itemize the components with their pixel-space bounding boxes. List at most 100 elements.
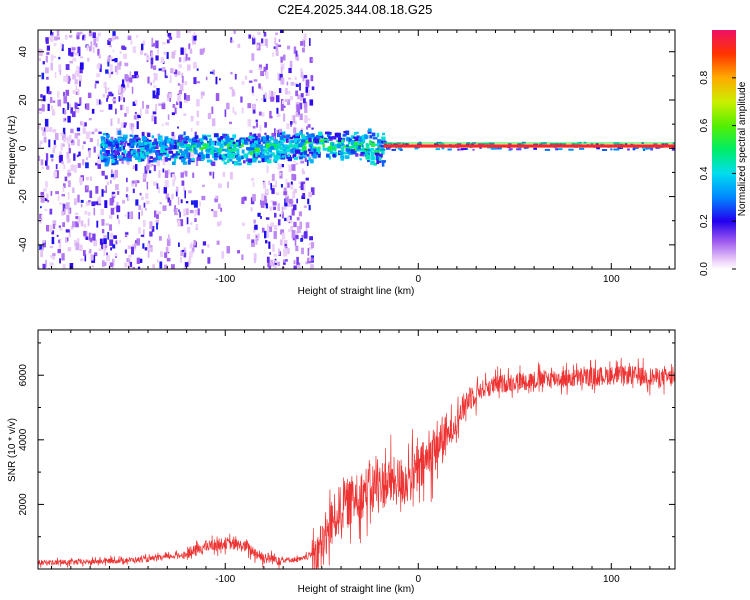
spectrogram-cell (146, 148, 150, 152)
spectrogram-cell (142, 101, 144, 109)
spectrogram-cell (276, 95, 280, 103)
spectrogram-cell (457, 148, 460, 151)
spectrogram-cell (158, 151, 164, 156)
spectrogram-cell (185, 147, 189, 150)
spectrogram-cell (216, 141, 221, 146)
spectrogram-cell (83, 141, 86, 145)
spectrogram-cell (123, 143, 127, 147)
spectrogram-cell (122, 46, 127, 50)
spectrogram-cell (496, 147, 502, 150)
spectrogram-cell (164, 69, 167, 78)
spectrogram-cell (59, 154, 63, 163)
spectrogram-cell (177, 71, 181, 76)
spectrogram-cell (357, 145, 361, 150)
spectrogram-cell (42, 131, 46, 136)
spectrogram-cell (203, 47, 205, 53)
spectrogram-cell (55, 170, 59, 179)
spectrogram-cell (272, 244, 275, 252)
spectrogram-cell (192, 40, 196, 45)
spectrogram-cell (117, 117, 120, 124)
spectrogram-cell (331, 136, 337, 140)
spectrogram-cell (80, 121, 83, 126)
spectrogram-cell (99, 238, 103, 245)
spectrogram-cell (179, 84, 184, 91)
spectrogram-cell (42, 263, 46, 269)
spectrogram-cell (191, 152, 194, 160)
spectrogram-cell (260, 154, 265, 159)
x-tick-label: -100 (215, 274, 235, 285)
spectrogram-cell (224, 109, 227, 117)
spectrogram-cell (290, 225, 293, 231)
spectrogram-cell (177, 143, 180, 146)
spectrogram-cell (38, 125, 41, 130)
spectrogram-cell (145, 164, 150, 171)
spectrogram-cell (263, 181, 266, 189)
spectrogram-cell (173, 155, 177, 158)
spectrogram-cell (265, 143, 271, 148)
spectrogram-cell (268, 226, 273, 233)
spectrogram-cell (215, 195, 219, 199)
spectrogram-cell (329, 138, 333, 141)
spectrogram-cell (269, 137, 274, 141)
spectrogram-cell (111, 159, 115, 164)
spectrogram-cell (65, 34, 68, 40)
spectrogram-cell (140, 234, 144, 237)
spectrogram-cell (289, 96, 293, 101)
spectrogram-cell (147, 243, 150, 251)
spectrogram-cell (124, 113, 127, 117)
spectrogram-cell (274, 260, 278, 263)
spectrogram-cell (300, 68, 303, 72)
spectrogram-cell (296, 217, 300, 221)
spectrogram-cell (64, 176, 68, 182)
spectrogram-cell (107, 139, 112, 142)
spectrogram-cell (146, 181, 149, 190)
spectrogram-cell (132, 101, 136, 106)
spectrogram-cell (252, 103, 256, 110)
spectrogram-cell (207, 112, 212, 120)
spectrogram-cell (369, 139, 372, 145)
spectrogram-cell (196, 68, 199, 71)
spectrogram-cell (185, 53, 188, 61)
spectrogram-cell (180, 149, 184, 152)
spectrogram-cell (105, 150, 110, 154)
spectrogram-cell (284, 246, 288, 249)
spectrogram-cell (116, 128, 119, 135)
spectrogram-cell (229, 153, 235, 158)
spectrogram-cell (132, 137, 136, 140)
spectrogram-cell (69, 35, 73, 38)
spectrogram-cell (369, 135, 373, 139)
spectrogram-cell (292, 147, 297, 152)
spectrogram-cell (110, 118, 113, 127)
spectrogram-cell (67, 180, 71, 188)
spectrogram-cell (46, 225, 50, 232)
spectrogram-cell (115, 240, 118, 245)
spectrogram-cell (50, 105, 54, 110)
spectrogram-cell (116, 201, 119, 209)
spectrogram-cell (304, 107, 308, 113)
spectrogram-cell (82, 159, 85, 166)
spectrogram-cell (172, 153, 177, 158)
spectrogram-cell (334, 132, 340, 137)
spectrogram-cell (92, 46, 95, 54)
spectrogram-cell (164, 264, 168, 269)
spectrogram-cell (290, 181, 293, 185)
spectrogram-cell (289, 219, 293, 224)
spectrogram-cell (295, 235, 299, 240)
x-tick-label: 0 (415, 274, 421, 285)
spectrogram-cell (199, 48, 204, 55)
spectrogram-cell (96, 64, 101, 69)
spectrogram-cell (266, 230, 270, 238)
spectrogram-cell (341, 141, 345, 144)
spectrogram-cell (296, 198, 298, 204)
spectrogram-cell (380, 148, 386, 151)
spectrogram-cell (301, 247, 304, 255)
spectrogram-cell (112, 258, 115, 267)
spectrogram-cell (90, 238, 93, 243)
spectrogram-cell (243, 140, 248, 144)
spectrogram-cell (94, 83, 97, 89)
spectrogram-cell (273, 264, 277, 269)
spectrogram-cell (131, 143, 135, 147)
spectrogram-cell (254, 224, 258, 230)
spectrogram-cell (152, 150, 157, 153)
spectrogram-cell (539, 143, 543, 146)
